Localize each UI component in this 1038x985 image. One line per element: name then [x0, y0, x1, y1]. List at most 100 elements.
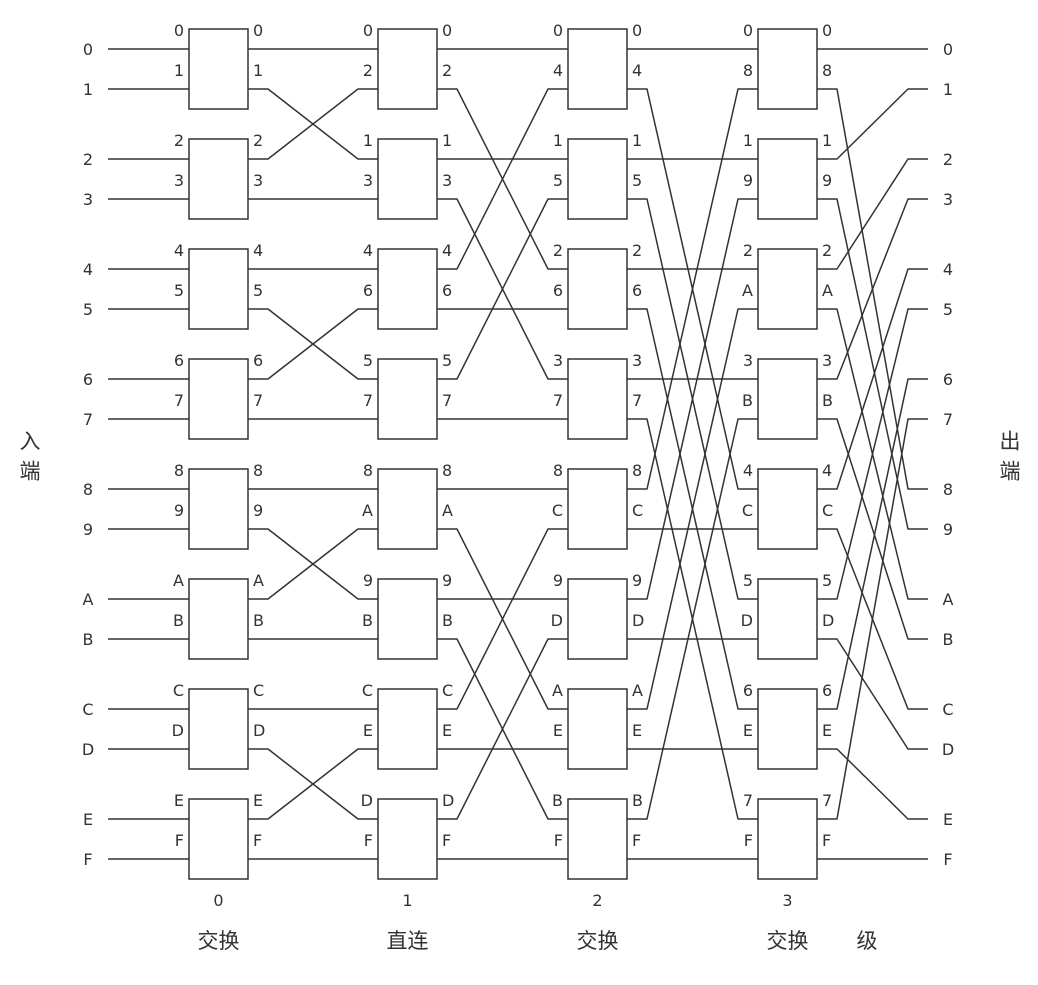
wires-layer: [108, 48, 928, 860]
switch-in-port-label: 3: [553, 351, 563, 370]
switch-out-port-label: 7: [822, 791, 832, 810]
input-terminal-label: C: [82, 700, 93, 719]
switch-out-port-label: E: [822, 721, 832, 740]
switch-box-s2-0: [567, 28, 628, 110]
switch-in-port-label: E: [174, 791, 184, 810]
output-terminal-label: 1: [943, 80, 953, 99]
switch-in-port-label: C: [552, 501, 563, 520]
switch-out-port-label: 2: [632, 241, 642, 260]
output-terminal-label: 2: [943, 150, 953, 169]
switch-in-port-label: C: [173, 681, 184, 700]
switch-in-port-label: 8: [743, 61, 753, 80]
switch-out-port-label: D: [822, 611, 834, 630]
switch-in-port-label: C: [362, 681, 373, 700]
switch-out-port-label: F: [442, 831, 451, 850]
switch-in-port-label: D: [741, 611, 753, 630]
switches-layer: [188, 28, 818, 880]
switch-out-port-label: 8: [442, 461, 452, 480]
input-terminal-label: 5: [83, 300, 93, 319]
switch-out-port-label: 5: [442, 351, 452, 370]
switch-out-port-label: A: [442, 501, 453, 520]
switch-box-s0-1: [188, 138, 249, 220]
switch-in-port-label: 0: [174, 21, 184, 40]
switch-in-port-label: A: [173, 571, 184, 590]
switch-in-port-label: 9: [743, 171, 753, 190]
switch-out-port-label: 6: [632, 281, 642, 300]
output-terminal-label: A: [943, 590, 954, 609]
switch-out-port-label: 3: [632, 351, 642, 370]
output-terminal-label: D: [942, 740, 954, 759]
switch-out-port-label: 6: [253, 351, 263, 370]
switch-in-port-label: 5: [743, 571, 753, 590]
switch-out-port-label: A: [253, 571, 264, 590]
switch-out-port-label: 4: [822, 461, 832, 480]
switch-out-port-label: A: [632, 681, 643, 700]
switch-box-s1-2: [377, 248, 438, 330]
input-terminal-label: D: [82, 740, 94, 759]
switch-out-port-label: 2: [253, 131, 263, 150]
switch-box-s3-7: [757, 798, 818, 880]
switch-out-port-label: C: [822, 501, 833, 520]
switch-out-port-label: C: [442, 681, 453, 700]
switch-in-port-label: F: [554, 831, 563, 850]
input-terminal-label: 2: [83, 150, 93, 169]
switch-in-port-label: 2: [363, 61, 373, 80]
switch-in-port-label: E: [363, 721, 373, 740]
switch-box-s1-0: [377, 28, 438, 110]
switch-box-s2-3: [567, 358, 628, 440]
switch-box-s3-1: [757, 138, 818, 220]
output-wire-2: [817, 158, 928, 270]
input-terminal-label: F: [83, 850, 92, 869]
switch-out-port-label: 4: [253, 241, 263, 260]
stage-number: 1: [402, 891, 412, 910]
switch-out-port-label: A: [822, 281, 833, 300]
switch-in-port-label: 0: [363, 21, 373, 40]
output-wire-4: [817, 268, 928, 490]
wire-stage-1-D: [437, 638, 568, 820]
output-terminal-label: F: [943, 850, 952, 869]
switch-in-port-label: B: [742, 391, 753, 410]
switch-in-port-label: 6: [743, 681, 753, 700]
stage-number: 0: [213, 891, 223, 910]
switch-out-port-label: 8: [632, 461, 642, 480]
stage-type-label: 交换: [767, 929, 809, 953]
switch-in-port-label: 7: [553, 391, 563, 410]
switch-box-s2-7: [567, 798, 628, 880]
switch-out-port-label: 6: [442, 281, 452, 300]
switch-out-port-label: 3: [442, 171, 452, 190]
switch-box-s2-5: [567, 578, 628, 660]
switch-out-port-label: 5: [253, 281, 263, 300]
switch-in-port-label: 7: [743, 791, 753, 810]
switch-out-port-label: 9: [632, 571, 642, 590]
switch-box-s3-2: [757, 248, 818, 330]
switch-box-s2-2: [567, 248, 628, 330]
output-wire-D: [817, 638, 928, 750]
switch-box-s0-4: [188, 468, 249, 550]
switch-out-port-label: 4: [632, 61, 642, 80]
switch-in-port-label: E: [553, 721, 563, 740]
wire-stage-1-5: [437, 198, 568, 380]
switch-out-port-label: 0: [632, 21, 642, 40]
output-terminal-label: 7: [943, 410, 953, 429]
switch-in-port-label: 0: [553, 21, 563, 40]
switch-out-port-label: C: [632, 501, 643, 520]
switch-in-port-label: D: [361, 791, 373, 810]
switch-out-port-label: F: [253, 831, 262, 850]
output-terminal-label: 8: [943, 480, 953, 499]
switch-out-port-label: 6: [822, 681, 832, 700]
switch-in-port-label: 5: [363, 351, 373, 370]
switch-out-port-label: E: [442, 721, 452, 740]
switch-in-port-label: 6: [553, 281, 563, 300]
switch-in-port-label: A: [362, 501, 373, 520]
switch-out-port-label: 2: [442, 61, 452, 80]
switch-in-port-label: 1: [174, 61, 184, 80]
switch-out-port-label: 5: [632, 171, 642, 190]
switch-out-port-label: 7: [442, 391, 452, 410]
switch-out-port-label: 1: [442, 131, 452, 150]
output-wire-E: [817, 748, 928, 820]
switch-out-port-label: D: [632, 611, 644, 630]
switch-box-s1-1: [377, 138, 438, 220]
output-terminal-label: B: [943, 630, 954, 649]
switch-out-port-label: 1: [632, 131, 642, 150]
stage-axis-label: 级: [857, 929, 878, 953]
